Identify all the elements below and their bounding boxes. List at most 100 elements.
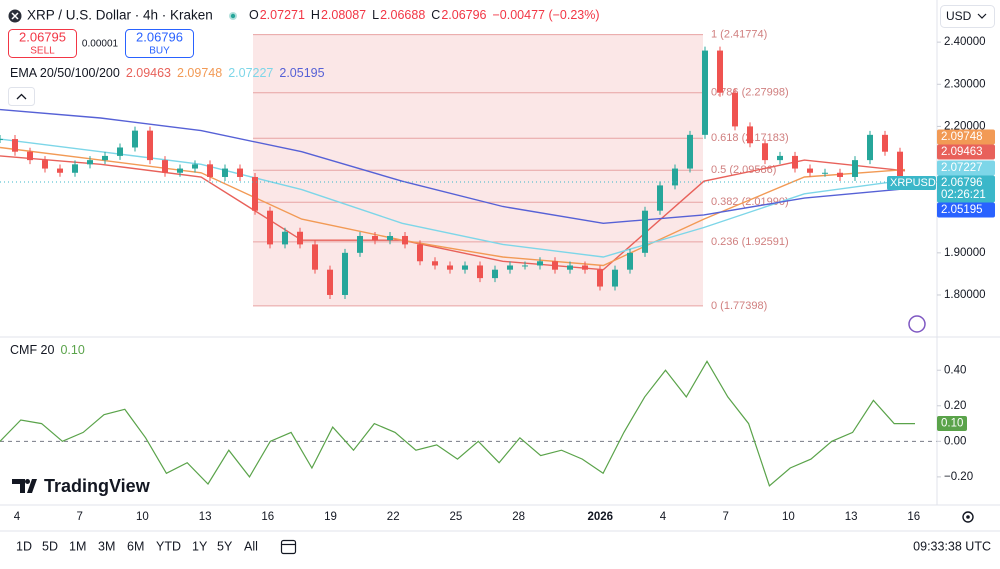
candle [822,172,828,174]
range-button[interactable]: YTD [156,539,181,553]
price-tick-label: 2.30000 [944,78,986,90]
assistant-icon[interactable] [908,315,926,333]
symbol-tag [887,176,936,190]
sell-button[interactable] [8,29,77,58]
candle [297,231,303,245]
price-tag [937,202,995,218]
candle [612,269,618,287]
range-button[interactable]: 6M [127,539,144,553]
clock[interactable]: 09:33:38 UTC [913,539,991,553]
price-tag-label: 2.09463 [941,146,983,158]
candle [57,168,63,173]
ema-value: 2.07227 [228,66,273,80]
candle [882,134,888,152]
range-button[interactable]: All [244,539,258,553]
symbol-title[interactable]: XRP / U.S. Dollar · 4h · Kraken [27,8,213,23]
time-tick-label: 28 [512,511,525,523]
sell-label: SELL [30,46,55,57]
market-status-dot [230,13,236,19]
candle [477,265,483,279]
cmf-tick-label: 0.00 [944,435,966,447]
logo-text: TradingView [44,476,151,496]
ohlc-key: C [431,8,440,22]
collapse-button[interactable] [8,87,35,106]
ema-title: EMA 20/50/100/200 [10,66,120,80]
candle [132,130,138,148]
range-button[interactable]: 1M [69,539,86,553]
candle [537,261,543,266]
candle [447,265,453,270]
symbol-tag-label: XRPUSD [890,177,936,189]
ema-line [0,155,906,271]
candle [12,139,18,152]
range-button[interactable]: 3M [98,539,115,553]
price-tick-label: 1.90000 [944,247,986,259]
ema-line [0,108,906,225]
price-tag [937,160,995,176]
cmf-line [0,360,915,487]
ohlc-value: 2.06796 [441,8,486,22]
buy-button[interactable] [125,29,194,58]
candle [582,265,588,270]
candle [162,160,168,173]
goto-date-button[interactable] [280,539,297,555]
candle [567,265,573,270]
candle [642,210,648,253]
spread: 0.00001 [82,39,119,50]
candle [762,143,768,161]
ohlc-value: 2.08087 [321,8,366,22]
price-tag [937,175,995,203]
time-tick-label: 13 [845,511,858,523]
fib-label: 1 (2.41774) [711,29,767,41]
candle [372,235,378,241]
candle [342,252,348,295]
candle [837,172,843,177]
candle [792,155,798,169]
price-tag [937,144,995,160]
time-tick-label: 10 [782,511,795,523]
currency-caret [977,13,987,19]
collapse-icon [16,93,27,100]
range-button[interactable]: 1Y [192,539,208,553]
candle [207,164,213,177]
cmf-value: 0.10 [60,343,84,357]
candle [702,50,708,135]
candle [402,235,408,245]
candle [672,168,678,186]
price-tick-label: 1.80000 [944,289,986,301]
candle [432,261,438,266]
ohlc-key: O [249,8,259,22]
candle [852,160,858,177]
settings-icon[interactable] [962,511,974,523]
candle [252,176,258,211]
candle [492,269,498,279]
currency-button[interactable] [940,5,995,28]
candle [417,244,423,262]
axis-layer: 2.40000 2.30000 2.20000 1.90000 1.80000 4 7 10 1… [14,36,995,523]
ohlc-line: O2.07271 H2.08087 L2.06688 C2.06796 −0.00477… [249,8,600,22]
range-button[interactable]: 5Y [217,539,233,553]
cmf-tag-label: 0.10 [941,418,963,430]
logo-icon [12,479,37,493]
candle [522,265,528,267]
ohlc-change: −0.00477 (−0.23%) [493,8,600,22]
candle [747,126,753,144]
candle [462,265,468,270]
symbol-icon-mark [11,12,19,20]
ema-line [0,146,906,267]
candle [237,168,243,177]
buy-label: BUY [149,46,170,57]
candle [597,269,603,287]
sell-price: 2.06795 [19,29,66,44]
candle [312,244,318,270]
cmf-legend[interactable]: CMF 20 0.10 [10,343,85,357]
candle [222,168,228,177]
candle [657,185,663,211]
ema-legend[interactable]: EMA 20/50/100/200 2.09463 2.09748 2.07227 2.… [10,66,325,80]
candle [387,235,393,241]
range-button[interactable]: 1D [16,539,32,553]
candle [717,50,723,93]
candle [282,231,288,245]
main-layer [0,46,937,487]
range-button[interactable]: 5D [42,539,58,553]
